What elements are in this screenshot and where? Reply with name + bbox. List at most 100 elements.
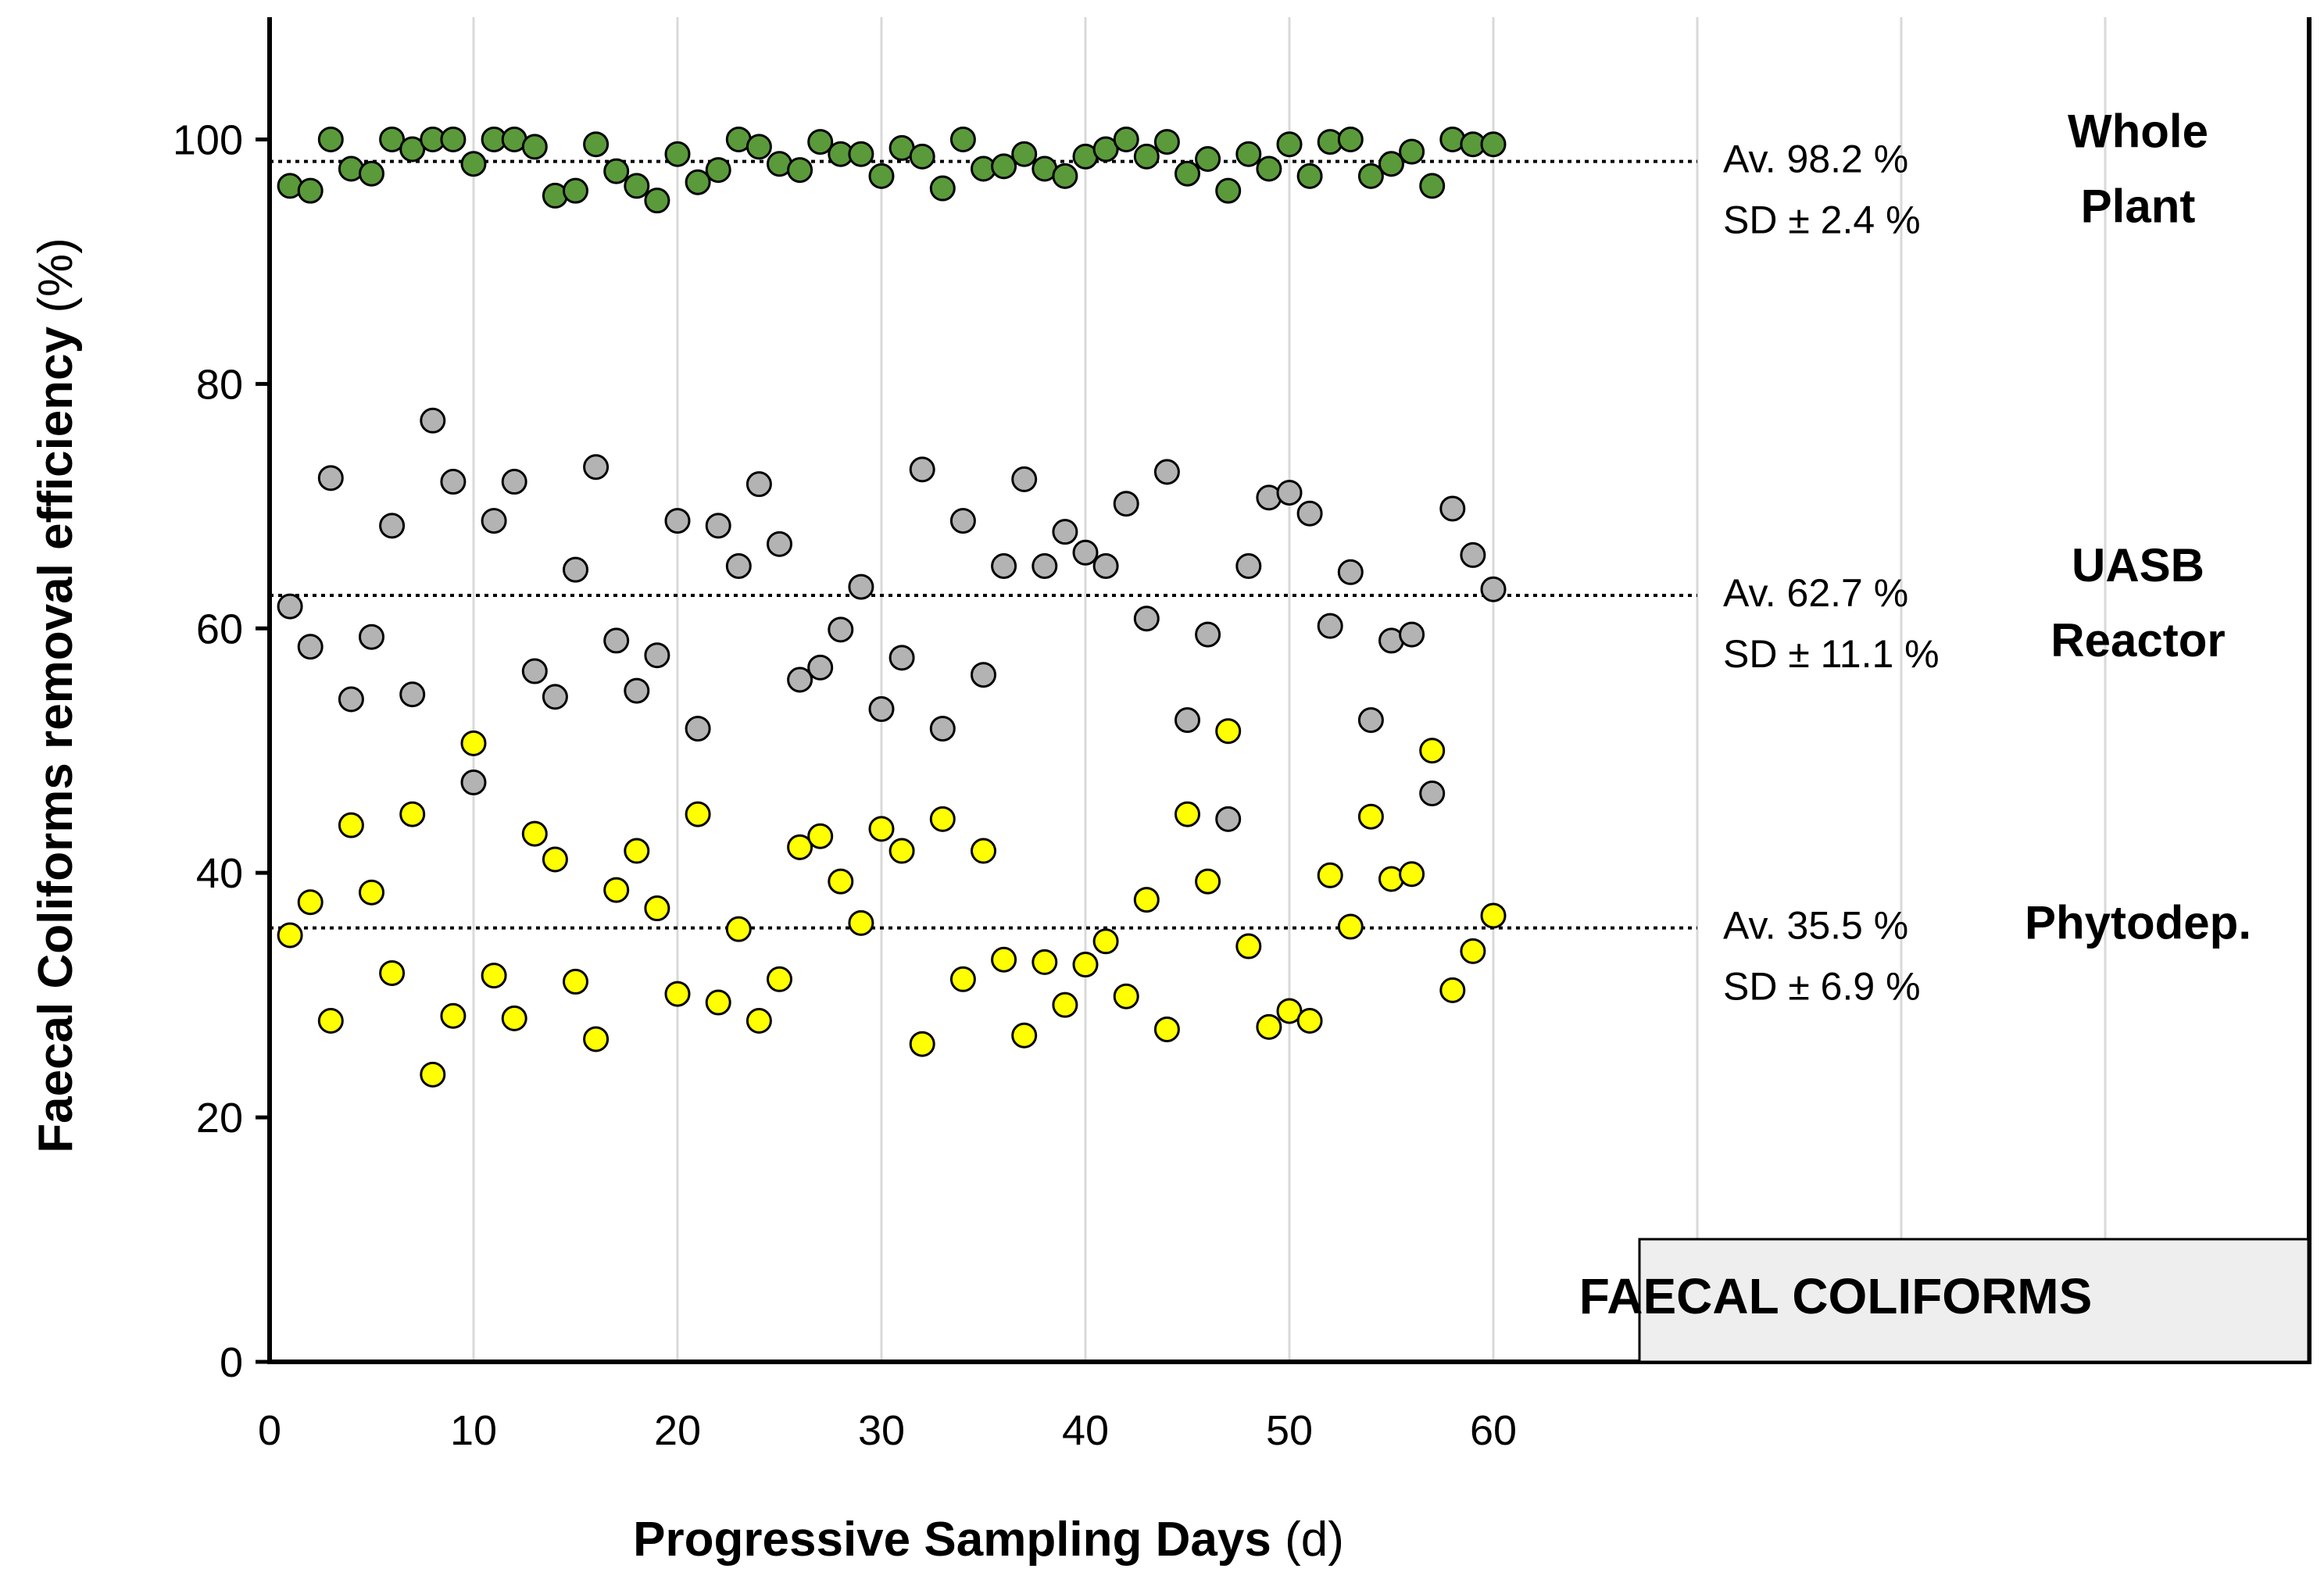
y-tick-label: 40 [196, 850, 243, 897]
data-point [1215, 718, 1242, 745]
data-point [705, 157, 731, 184]
data-point [1072, 952, 1099, 978]
data-point [399, 681, 426, 708]
data-point [725, 916, 752, 942]
data-point [563, 556, 588, 583]
data-point [685, 716, 711, 742]
data-point [664, 981, 691, 1007]
data-point [1256, 155, 1282, 182]
average-label: Av. 62.7 % [1723, 571, 1908, 615]
data-point [1195, 868, 1221, 895]
data-point [991, 552, 1017, 579]
data-point [603, 627, 630, 654]
data-point [767, 531, 792, 557]
data-point [1011, 141, 1038, 167]
data-point [1133, 887, 1160, 913]
data-point [745, 134, 772, 160]
data-point [1175, 707, 1200, 734]
data-point [359, 879, 384, 906]
data-point [949, 126, 976, 152]
data-point [868, 816, 895, 842]
data-point [664, 508, 691, 534]
sd-label: SD ± 11.1 % [1723, 632, 1940, 676]
data-point [929, 716, 956, 742]
x-tick-label: 0 [258, 1407, 281, 1454]
data-point [1296, 500, 1323, 527]
data-point [1092, 928, 1119, 955]
data-point [521, 820, 548, 847]
data-point [1113, 491, 1139, 517]
data-point [542, 684, 568, 710]
data-point [440, 126, 467, 152]
data-point [359, 623, 384, 650]
data-point [1133, 143, 1160, 170]
x-tick-label: 10 [450, 1407, 497, 1454]
data-point [399, 136, 426, 163]
series-name-line1: Whole [2068, 105, 2208, 158]
data-point [848, 573, 874, 600]
average-label: Av. 98.2 % [1723, 138, 1908, 181]
data-point [277, 922, 303, 949]
data-point [624, 173, 650, 199]
data-point [1175, 160, 1200, 187]
data-point [542, 846, 568, 873]
series-name-line1: UASB [2072, 539, 2204, 591]
data-point [1153, 459, 1180, 485]
data-point [888, 645, 915, 671]
data-point [1439, 495, 1466, 522]
data-point [317, 465, 344, 491]
data-point [1337, 559, 1364, 585]
series-annotations: Av. 98.2 % SD ± 2.4 % Whole Plant Av. 62.7 %… [1723, 105, 2251, 1009]
data-point [501, 1005, 527, 1031]
data-point [277, 593, 303, 620]
data-point [828, 616, 854, 643]
data-point [481, 963, 507, 989]
data-point [1052, 992, 1078, 1018]
data-point [1215, 177, 1242, 204]
data-point [1296, 1007, 1323, 1034]
data-point [991, 946, 1017, 973]
data-point [1092, 136, 1119, 163]
data-point [460, 151, 487, 177]
data-point [1011, 466, 1038, 492]
data-point [1011, 1022, 1038, 1049]
data-point [624, 838, 650, 864]
data-point [1153, 129, 1180, 155]
data-point [971, 838, 996, 864]
data-point [848, 909, 874, 936]
data-point [379, 959, 406, 986]
data-point [929, 806, 956, 832]
y-tick-labels: 0 20 40 60 80 100 [173, 116, 270, 1386]
x-tick-label: 40 [1062, 1407, 1109, 1454]
data-point [1317, 613, 1343, 639]
data-point [297, 634, 324, 660]
data-point [1133, 606, 1160, 632]
data-point [1378, 151, 1404, 177]
data-point [1052, 163, 1078, 189]
y-tick-label: 0 [220, 1339, 243, 1386]
data-point [624, 677, 650, 704]
x-axis-title: Progressive Sampling Days (d) [633, 1513, 1344, 1567]
x-tick-labels: 0 10 20 30 40 50 60 [258, 1407, 1517, 1454]
data-point [1256, 1013, 1282, 1040]
data-point [1052, 519, 1078, 545]
data-point [644, 642, 670, 669]
data-point [501, 469, 527, 495]
data-point [481, 508, 507, 534]
data-point [644, 188, 670, 214]
data-point [583, 1026, 610, 1052]
chart-title: FAECAL COLIFORMS [1579, 1268, 2093, 1324]
sd-label: SD ± 2.4 % [1723, 198, 1921, 242]
data-point [1276, 480, 1303, 506]
data-point [787, 666, 813, 693]
data-point [1031, 552, 1058, 579]
data-point [563, 177, 588, 204]
data-point [379, 513, 406, 539]
data-point [317, 126, 344, 152]
data-point [440, 469, 467, 495]
data-point [1337, 126, 1364, 152]
data-point [563, 968, 588, 995]
data-point [767, 966, 792, 992]
data-point [1092, 552, 1119, 579]
data-point [1357, 163, 1384, 189]
